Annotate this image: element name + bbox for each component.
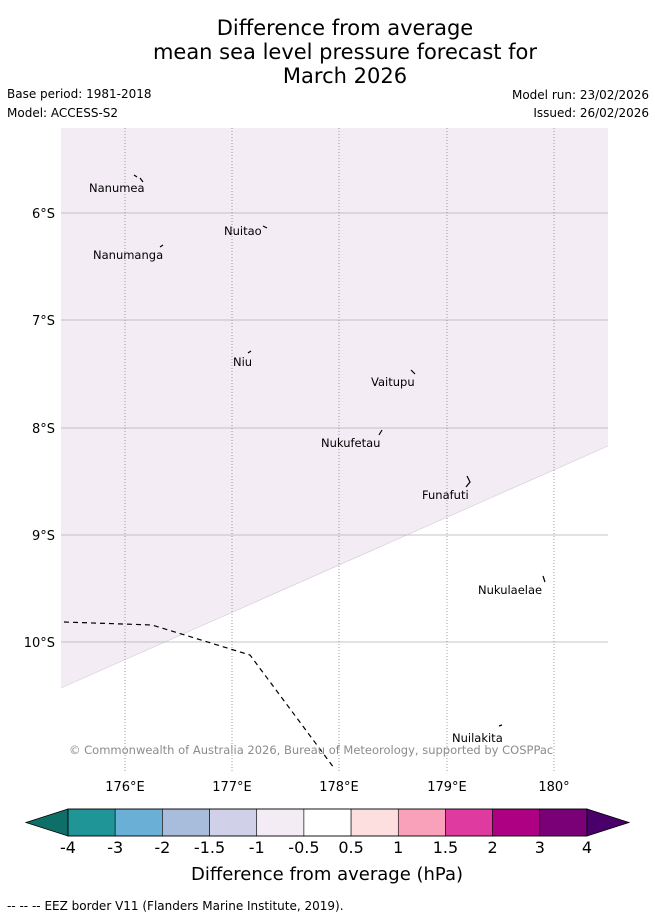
- footer-legend: -- -- -- EEZ border V11 (Flanders Marine…: [7, 899, 344, 913]
- lon-label-177e: 177°E: [212, 780, 252, 795]
- colorbar-tick-label: -3: [107, 838, 123, 857]
- colorbar-cell: [397, 808, 446, 837]
- colorbar-tick-label: 0.5: [338, 838, 363, 857]
- colorbar-cell: [303, 808, 352, 837]
- lon-label-179e: 179°E: [427, 780, 467, 795]
- colorbar-cell: [114, 808, 163, 837]
- title-line-2: mean sea level pressure forecast for: [152, 40, 538, 64]
- place-nanumea: Nanumea: [89, 181, 145, 195]
- place-nuilakita: Nuilakita: [452, 731, 503, 745]
- colorbar-cell: [67, 808, 116, 837]
- lat-label-9s: 9°S: [32, 529, 55, 544]
- lon-label-180: 180°: [538, 780, 569, 795]
- issued-label: Issued: 26/02/2026: [533, 106, 649, 120]
- eez-border: [63, 621, 335, 769]
- colorbar-cell: [539, 808, 588, 837]
- colorbar-cell: [492, 808, 541, 837]
- latitude-grid: [61, 212, 608, 643]
- colorbar-tick-label: 3: [535, 838, 545, 857]
- place-nukufetau: Nukufetau: [321, 436, 380, 450]
- map-title: Difference from average mean sea level p…: [0, 16, 655, 88]
- copyright-notice: © Commonwealth of Australia 2026, Bureau…: [69, 743, 553, 757]
- colorbar-tick-label: -4: [60, 838, 76, 857]
- lat-label-8s: 8°S: [32, 422, 55, 437]
- eez-legend-text: EEZ border V11 (Flanders Marine Institut…: [44, 899, 344, 913]
- model-label: Model: ACCESS-S2: [7, 106, 119, 120]
- place-funafuti: Funafuti: [422, 488, 469, 502]
- lat-label-7s: 7°S: [32, 314, 55, 329]
- colorbar-cell: [162, 808, 210, 837]
- eez-legend-symbol: -- -- --: [7, 899, 41, 913]
- colorbar-cell: [350, 808, 399, 837]
- colorbar-cells: [24, 808, 631, 837]
- place-nukulaelae: Nukulaelae: [478, 583, 542, 597]
- colorbar-tick-label: -1: [249, 838, 265, 857]
- colorbar-tick-label: 1: [393, 838, 403, 857]
- colorbar-tick-label: -0.5: [288, 838, 319, 857]
- place-niu: Niu: [233, 355, 252, 369]
- shaded-anomaly-region: [61, 128, 608, 688]
- colorbar-tick-label: -2: [154, 838, 170, 857]
- lon-label-178e: 178°E: [319, 780, 359, 795]
- lat-label-6s: 6°S: [32, 207, 55, 222]
- lat-label-10s: 10°S: [24, 636, 55, 651]
- colorbar-tick-label: 4: [582, 838, 592, 857]
- colorbar-cell: [256, 808, 305, 837]
- colorbar-tick-label: -1.5: [194, 838, 225, 857]
- island-outlines: [133, 174, 546, 727]
- longitude-grid: [124, 128, 555, 771]
- title-line-3: March 2026: [282, 64, 408, 88]
- title-line-1: Difference from average: [216, 16, 474, 40]
- lon-label-176e: 176°E: [105, 780, 145, 795]
- place-nanumanga: Nanumanga: [93, 248, 163, 262]
- colorbar-arrow-high: [586, 808, 631, 837]
- base-period-label: Base period: 1981-2018: [7, 87, 152, 101]
- colorbar-axis-label: Difference from average (hPa): [191, 864, 463, 885]
- place-vaitupu: Vaitupu: [371, 375, 415, 389]
- colorbar-tick-label: 1.5: [433, 838, 458, 857]
- colorbar-arrow-low: [24, 808, 69, 837]
- place-nuitao: Nuitao: [224, 224, 262, 238]
- colorbar-cell: [209, 808, 258, 837]
- colorbar-cell: [445, 808, 493, 837]
- model-run-label: Model run: 23/02/2026: [511, 88, 649, 102]
- colorbar-tick-label: 2: [488, 838, 498, 857]
